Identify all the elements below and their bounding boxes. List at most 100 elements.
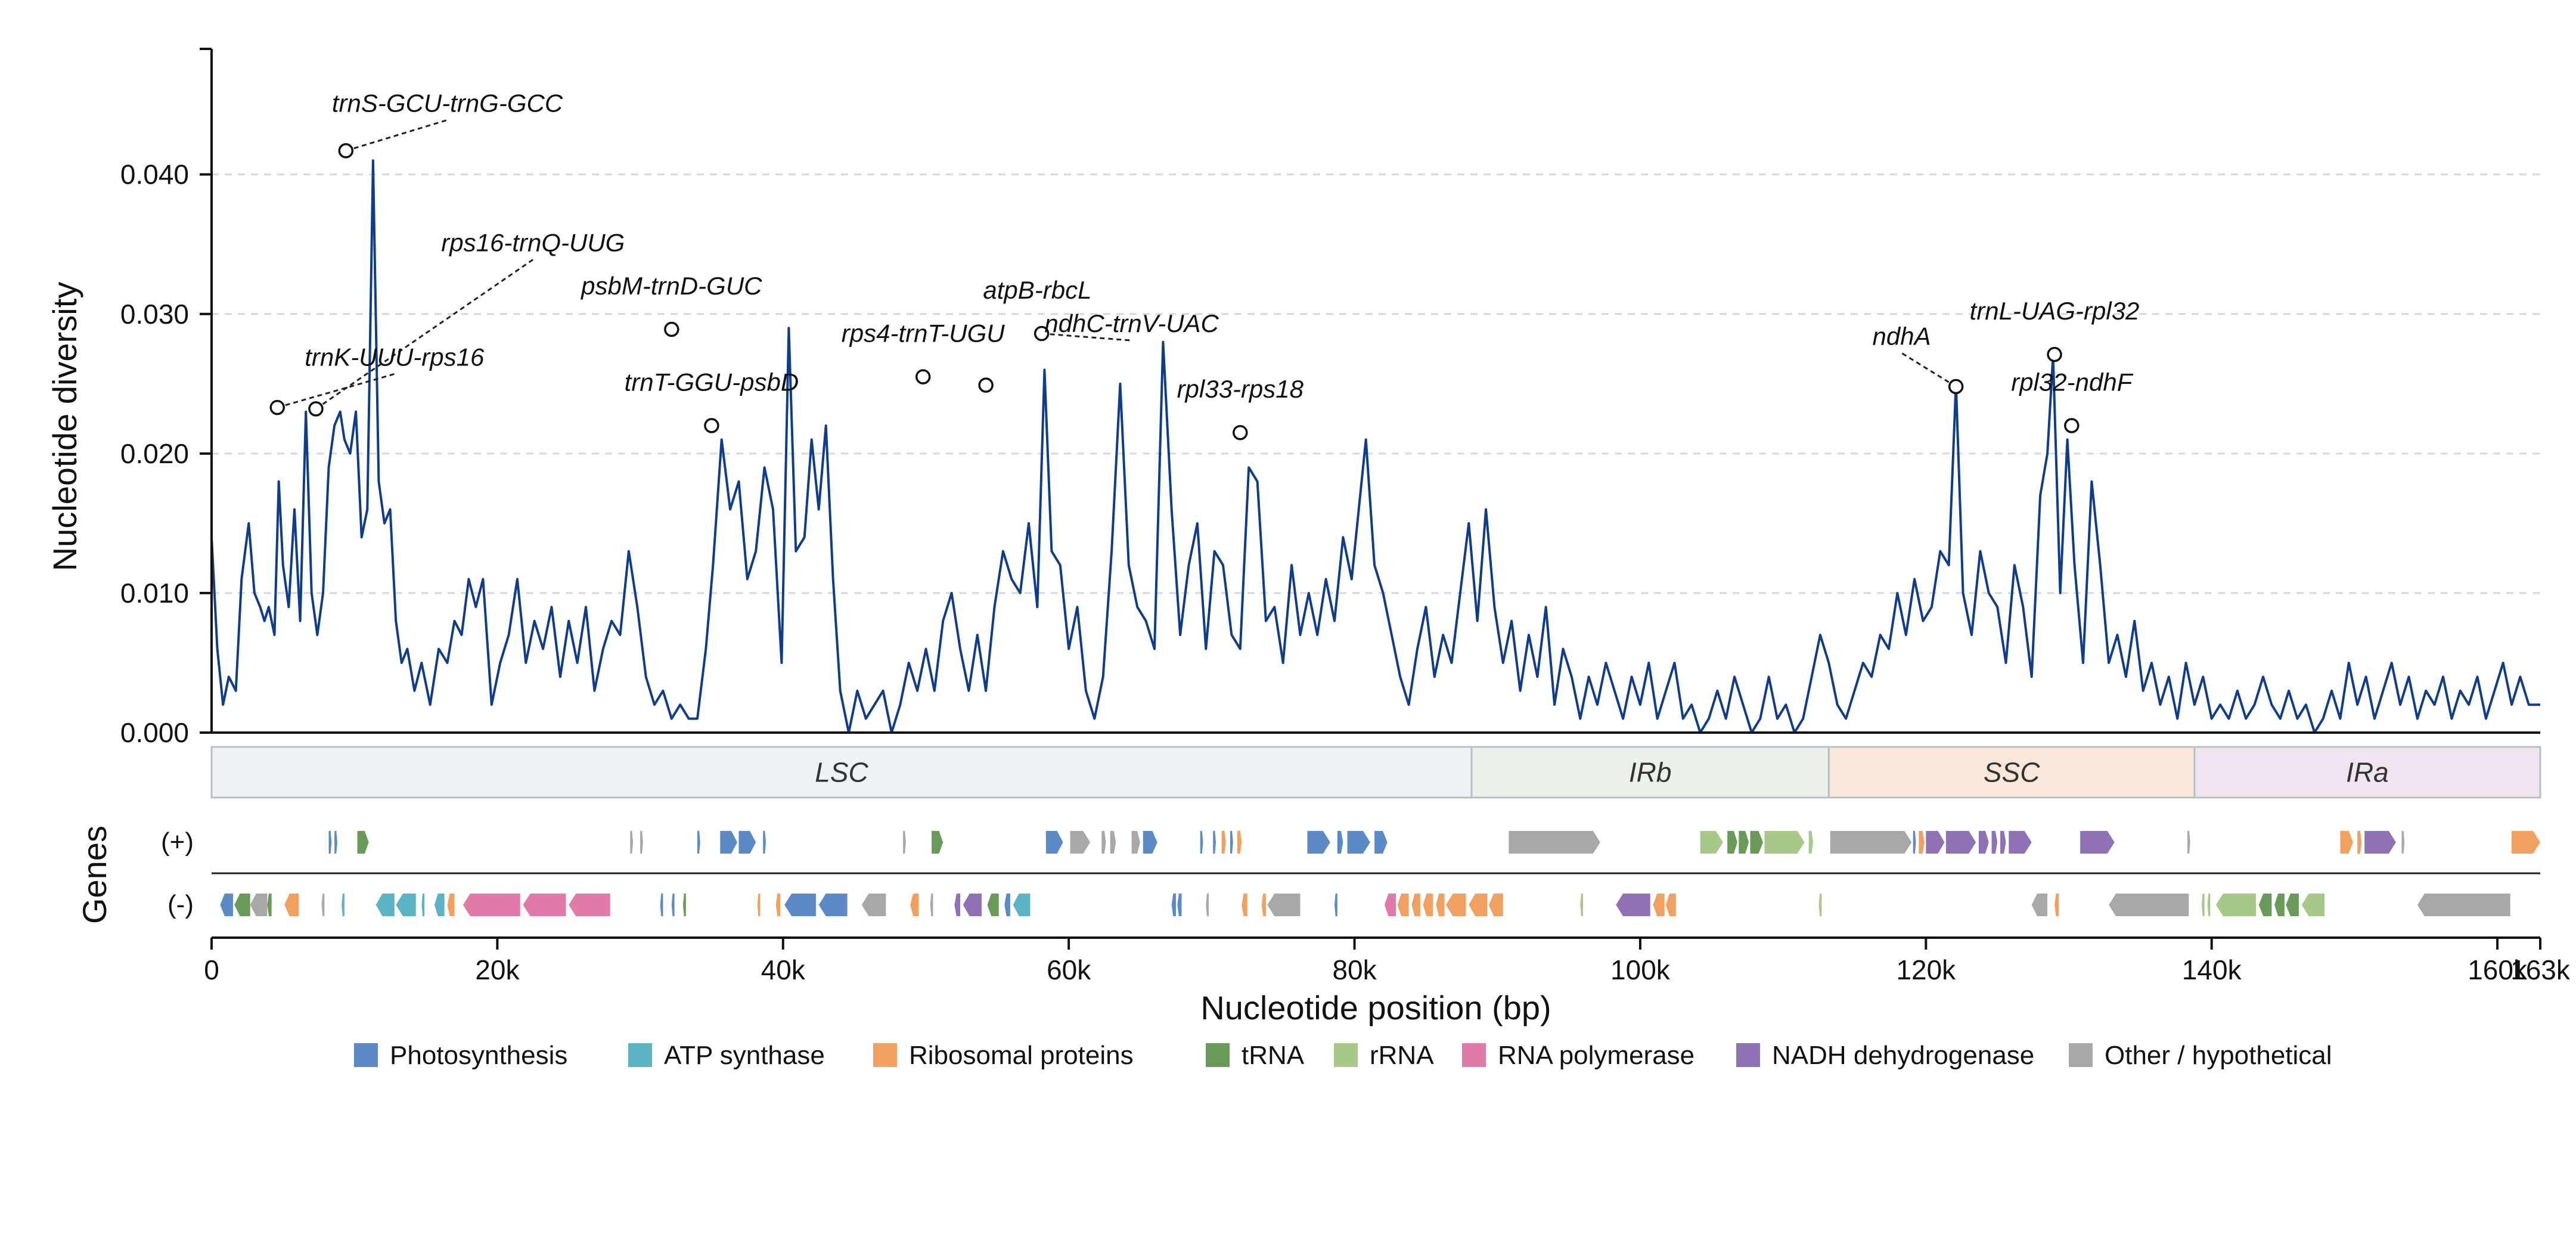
gene-rrna	[2301, 894, 2325, 916]
gene-other	[2417, 894, 2510, 916]
gene-trna	[2286, 894, 2299, 916]
gene-rrna	[1808, 831, 1813, 854]
gene-ndh	[1945, 831, 1976, 854]
gene-ndh	[1991, 831, 1998, 854]
gene-ndh	[1616, 894, 1650, 916]
region-label: IRa	[2346, 757, 2389, 788]
genome-regions-bar: LSC IRb SSC IRa	[210, 746, 2541, 799]
gene-other	[250, 894, 268, 916]
gene-other	[2187, 831, 2190, 854]
peak-annotation-label: ndhC-trnV-UAC	[1044, 309, 1219, 337]
gene-photo	[1230, 831, 1233, 854]
gene-tracks: (+) (-) Genes	[76, 826, 2540, 924]
peak-annotation-label: psbM-trnD-GUC	[580, 272, 762, 300]
gene-atp	[421, 894, 425, 916]
gene-trna	[267, 894, 272, 916]
gene-photo	[1004, 894, 1010, 916]
gene-other	[1267, 894, 1301, 916]
gene-rrna	[1700, 831, 1723, 854]
gene-ribo	[1653, 894, 1665, 916]
gene-rnapol	[1384, 894, 1396, 916]
legend: Photosynthesis ATP synthase Ribosomal prot…	[354, 1041, 2332, 1070]
gene-trna	[2274, 894, 2285, 916]
gene-photo	[784, 894, 816, 916]
peak-annotation-label: trnT-GGU-psbD	[625, 368, 799, 396]
gene-photo	[1913, 831, 1916, 854]
gene-ribo	[1397, 894, 1409, 916]
axes: 0.000 0.010 0.020 0.030 0.040 Nucleotide dive…	[46, 48, 2540, 748]
y-axis-label: Nucleotide diversity	[46, 282, 83, 572]
y-tick-label: 0.000	[120, 717, 189, 748]
y-tick-label: 0.040	[120, 159, 189, 190]
gene-photo	[1143, 831, 1157, 854]
gene-ribo	[1436, 894, 1445, 916]
strand-label: (+)	[161, 827, 194, 857]
gene-trna	[682, 894, 686, 916]
annotation-leader-line	[1041, 333, 1132, 342]
gene-photo	[1337, 831, 1343, 854]
gene-ribo	[1488, 894, 1503, 916]
gene-photo	[1374, 831, 1388, 854]
gene-ribo	[447, 894, 455, 916]
legend-swatch-ndh	[1736, 1043, 1760, 1067]
genes-axis-label: Genes	[76, 826, 113, 924]
gene-ribo	[1221, 831, 1226, 854]
x-tick-label: 80k	[1332, 954, 1377, 985]
gene-rrna	[2207, 894, 2211, 916]
peak-annotation-label: trnS-GCU-trnG-GCC	[332, 89, 563, 117]
x-tick-label: 160k	[2468, 954, 2528, 985]
peak-annotation-label: rps16-trnQ-UUG	[441, 228, 625, 256]
gene-ribo	[1445, 894, 1466, 916]
gene-other	[2401, 831, 2405, 854]
gene-atp	[375, 894, 395, 916]
legend-swatch-ribo	[873, 1043, 897, 1067]
gene-rrna	[1764, 831, 1805, 854]
legend-label: RNA polymerase	[1498, 1041, 1694, 1070]
diversity-series-line	[210, 159, 2540, 734]
gene-photo	[1213, 831, 1216, 854]
legend-swatch-other	[2069, 1043, 2093, 1067]
legend-swatch-rrna	[1334, 1043, 1358, 1067]
peak-marker	[338, 143, 354, 159]
peak-marker	[664, 321, 679, 337]
gene-trna	[234, 894, 250, 916]
gene-ndh	[963, 894, 982, 916]
y-tick-label: 0.030	[120, 299, 189, 330]
gene-photo	[334, 831, 337, 854]
gene-photo	[1045, 831, 1063, 854]
gene-rnapol	[463, 894, 520, 916]
region-lsc	[210, 746, 1473, 799]
gene-other	[1131, 831, 1141, 854]
gene-ribo	[2054, 894, 2059, 916]
gene-ribo	[1919, 831, 1925, 854]
peak-marker	[2047, 346, 2062, 362]
gene-trna	[2258, 894, 2272, 916]
gene-ribo	[1237, 831, 1242, 854]
x-tick-label: 163k	[2510, 954, 2571, 985]
peak-marker	[1033, 325, 1050, 342]
gene-photo	[763, 831, 766, 854]
gene-ribo	[1423, 894, 1433, 916]
gene-photo	[220, 894, 233, 916]
gene-atp	[396, 894, 416, 916]
x-axis-label: Nucleotide position (bp)	[1200, 989, 1551, 1026]
gene-ribo	[775, 894, 780, 916]
gene-ribo	[1469, 894, 1488, 916]
gene-other	[2031, 894, 2048, 916]
gene-rrna	[1580, 894, 1584, 916]
x-tick-label: 60k	[1047, 954, 1091, 985]
gene-other	[321, 894, 325, 916]
gene-ndh	[2000, 831, 2006, 854]
peak-annotation-label: atpB-rbcL	[983, 276, 1091, 304]
gene-trna	[1727, 831, 1737, 854]
peak-annotation-label: rps4-trnT-UGU	[842, 320, 1005, 348]
peak-marker	[269, 399, 285, 415]
x-tick-label: 20k	[475, 954, 520, 985]
x-tick-label: 120k	[1896, 954, 1956, 985]
legend-swatch-atp	[628, 1043, 652, 1067]
legend-label: ATP synthase	[664, 1041, 825, 1070]
gene-photo	[1200, 831, 1203, 854]
x-tick-label: 0	[204, 954, 219, 985]
